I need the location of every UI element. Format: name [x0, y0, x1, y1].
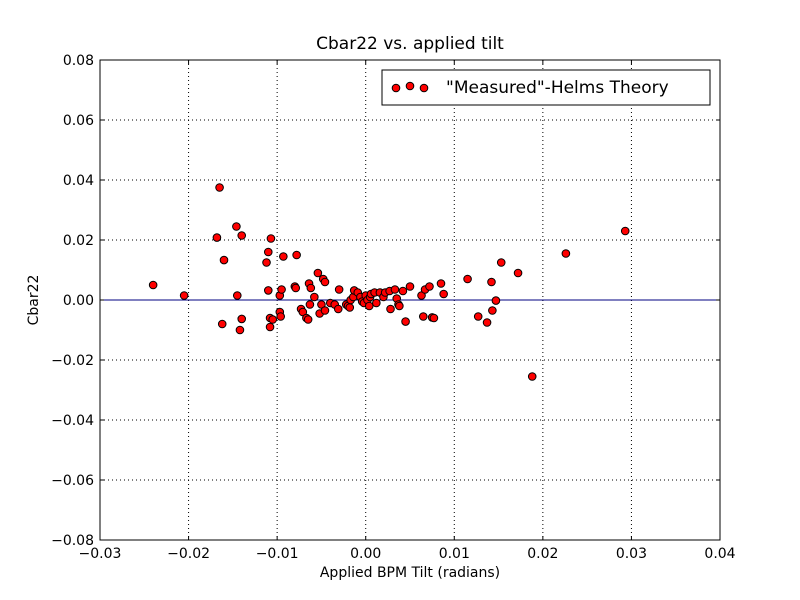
data-point [561, 249, 571, 258]
data-point [237, 314, 247, 324]
data-point [395, 301, 404, 311]
data-point [148, 280, 158, 290]
data-point [439, 289, 448, 299]
data-point [262, 258, 271, 267]
x-tick-label: 0.03 [616, 546, 647, 562]
data-point [306, 283, 316, 293]
data-point [491, 296, 501, 305]
data-point [418, 312, 428, 321]
data-point [386, 304, 395, 314]
x-tick-label: 0.04 [704, 546, 735, 562]
legend-marker [405, 81, 415, 91]
data-point [473, 312, 483, 321]
y-tick-labels: −0.08 −0.06 −0.04 −0.02 0.00 0.02 0.04 0.06 0.08 [51, 53, 94, 549]
y-tick-label: −0.06 [51, 473, 94, 489]
data-point [345, 303, 355, 312]
data-point [219, 255, 229, 265]
x-tick-label: 0.02 [527, 546, 558, 562]
data-point [292, 250, 301, 260]
x-tick-label: −0.02 [167, 546, 210, 562]
data-point [265, 322, 275, 332]
data-point [277, 285, 286, 294]
data-point [212, 233, 222, 242]
data-point [215, 183, 224, 192]
y-tick-label: −0.02 [51, 353, 94, 369]
data-point [305, 300, 315, 309]
data-point [364, 301, 374, 311]
data-point [487, 277, 496, 287]
legend-box [381, 69, 711, 106]
data-point [334, 285, 344, 294]
x-tick-label: −0.03 [79, 546, 122, 562]
legend-marker [391, 83, 401, 93]
y-tick-label: 0.00 [63, 293, 94, 309]
data-point [263, 286, 273, 295]
data-point [279, 252, 288, 261]
data-point [266, 234, 276, 243]
axis-ticks [99, 59, 721, 541]
data-point [488, 306, 497, 315]
legend-label: "Measured"-Helms Theory [446, 78, 669, 98]
data-point [232, 291, 242, 300]
y-tick-label: 0.06 [63, 113, 94, 129]
data-point [482, 318, 492, 327]
x-axis-label: Applied BPM Tilt (radians) [320, 565, 500, 581]
x-tick-label: 0.00 [350, 546, 381, 562]
data-point [320, 306, 330, 315]
legend: "Measured"-Helms Theory [381, 69, 711, 106]
data-point [276, 312, 285, 321]
x-tick-label: −0.01 [256, 546, 299, 562]
data-point [263, 247, 273, 257]
data-point [496, 258, 506, 267]
data-point [291, 283, 301, 293]
data-point [527, 372, 537, 381]
chart-title: Cbar22 vs. applied tilt [316, 34, 504, 54]
y-axis-label: Cbar22 [26, 275, 42, 326]
data-point [237, 231, 247, 240]
x-tick-label: 0.01 [439, 546, 470, 562]
data-point [405, 282, 415, 291]
data-point [235, 325, 245, 335]
data-point [232, 222, 241, 231]
data-point [217, 319, 227, 329]
data-point [313, 268, 323, 278]
legend-markers [391, 81, 429, 93]
x-tick-labels: −0.03 −0.02 −0.01 0.00 0.01 0.02 0.03 0.04 [79, 546, 736, 562]
y-tick-label: −0.08 [51, 533, 94, 549]
data-point [310, 292, 319, 302]
data-point [513, 268, 523, 278]
data-point [268, 315, 278, 324]
y-tick-label: 0.04 [63, 173, 94, 189]
data-points [148, 183, 630, 381]
data-point [401, 317, 410, 326]
data-point [429, 313, 439, 323]
data-point [372, 298, 381, 308]
y-tick-label: 0.08 [63, 53, 94, 69]
y-tick-label: −0.04 [51, 413, 94, 429]
data-point [620, 226, 630, 236]
data-point [303, 315, 313, 324]
data-point [425, 282, 434, 291]
data-point [390, 285, 400, 294]
y-tick-label: 0.02 [63, 233, 94, 249]
data-point [333, 304, 343, 314]
data-point [398, 286, 408, 296]
legend-marker [419, 83, 429, 93]
data-point [320, 277, 330, 287]
data-point [179, 291, 189, 300]
data-point [436, 279, 446, 288]
data-point [463, 274, 472, 284]
